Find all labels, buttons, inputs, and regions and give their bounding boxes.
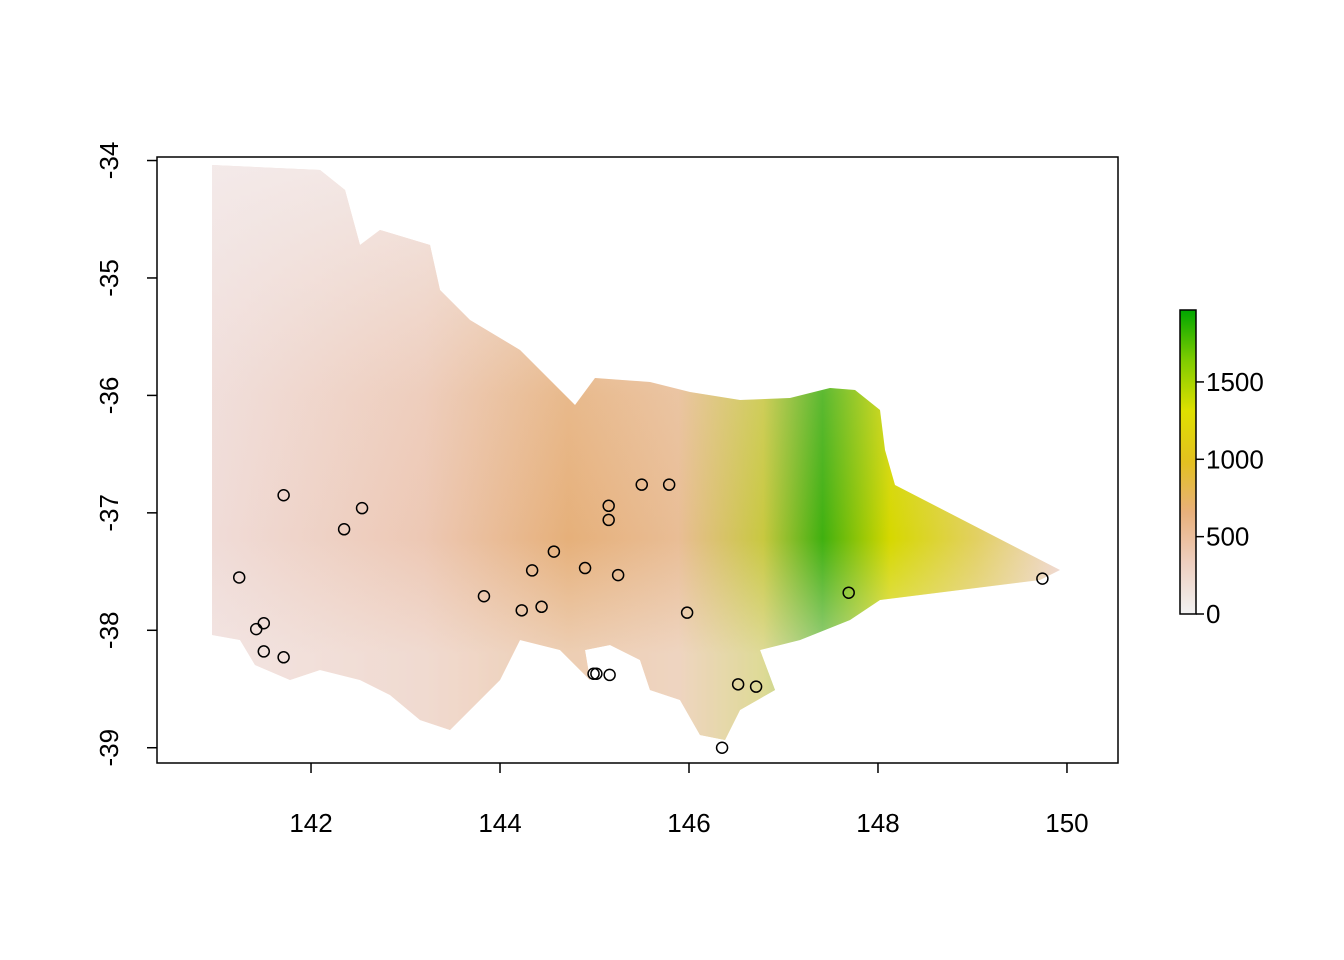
- y-tick-label: -39: [94, 729, 124, 767]
- plot-frame: [156, 156, 1119, 764]
- point: [842, 586, 855, 599]
- x-tick-label: 142: [289, 808, 332, 838]
- point: [662, 478, 676, 491]
- x-tick-label: 148: [856, 808, 899, 838]
- point: [749, 680, 763, 693]
- point: [525, 564, 539, 577]
- y-tick-label: -34: [94, 142, 124, 180]
- colorbar-tick-label: 1000: [1206, 444, 1264, 474]
- point: [602, 513, 615, 527]
- point: [477, 589, 491, 603]
- colorbar-tick-label: 0: [1206, 599, 1220, 629]
- point: [680, 606, 694, 619]
- y-tick-label: -37: [94, 494, 124, 532]
- point: [277, 651, 290, 664]
- y-tick-label: -35: [94, 259, 124, 297]
- point: [715, 741, 729, 754]
- point: [603, 668, 616, 682]
- x-tick-label: 144: [478, 808, 521, 838]
- point: [257, 645, 271, 658]
- point: [611, 568, 625, 582]
- point: [535, 600, 548, 614]
- colorbar: [1179, 309, 1197, 615]
- colorbar-tick-label: 500: [1206, 522, 1249, 552]
- point: [232, 571, 246, 584]
- y-tick-label: -36: [94, 377, 124, 415]
- point: [590, 667, 603, 680]
- x-tick-label: 146: [667, 808, 710, 838]
- colorbar-tick-label: 1500: [1206, 367, 1264, 397]
- point: [277, 488, 290, 502]
- point: [1036, 572, 1049, 585]
- point: [635, 478, 649, 491]
- y-tick-label: -38: [94, 612, 124, 650]
- raster-shade: [212, 165, 1060, 740]
- point: [355, 501, 369, 515]
- point: [249, 622, 263, 636]
- point: [602, 499, 615, 513]
- elevation-raster: [212, 165, 1060, 740]
- point: [337, 523, 351, 536]
- point: [547, 545, 561, 558]
- x-tick-label: 150: [1045, 808, 1088, 838]
- point: [578, 561, 592, 575]
- point: [731, 678, 745, 691]
- point: [515, 604, 528, 617]
